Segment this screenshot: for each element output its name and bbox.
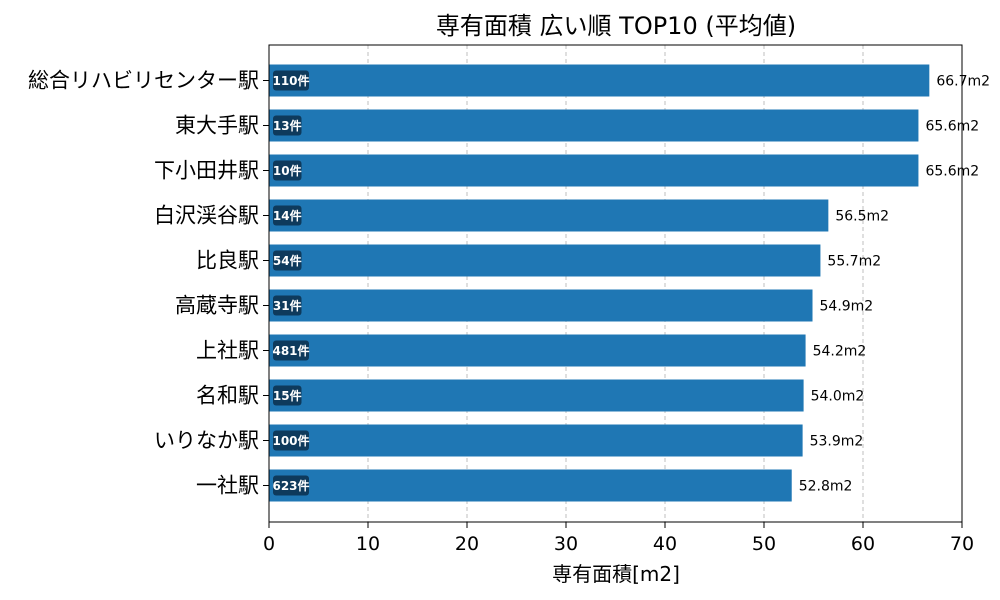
- y-tick-label: いりなか駅: [154, 429, 259, 453]
- count-badge: [273, 340, 309, 361]
- x-axis: 0 10 20 30 40 50 60 70: [263, 522, 974, 555]
- count-label: 31件: [273, 298, 302, 313]
- value-label: 65.6m2: [925, 119, 979, 135]
- x-tick-label: 30: [554, 533, 578, 555]
- count-label: 10件: [273, 163, 302, 178]
- count-label: 15件: [273, 388, 302, 403]
- count-badge: [273, 250, 302, 271]
- y-axis: 総合リハビリセンター駅東大手駅下小田井駅白沢渓谷駅比良駅高蔵寺駅上社駅名和駅いり…: [28, 69, 269, 498]
- y-tick-label: 名和駅: [196, 384, 259, 408]
- count-badge: [273, 115, 302, 136]
- count-label: 14件: [273, 208, 302, 223]
- value-label: 65.6m2: [925, 164, 979, 180]
- bar: [269, 199, 829, 232]
- count-badge: [273, 475, 309, 496]
- bars: 66.7m2 110件 65.6m2 13件 65.6m2 10件 56.5m2 14件 55.…: [269, 64, 990, 502]
- count-badge: [273, 70, 309, 91]
- value-label: 52.8m2: [799, 479, 853, 495]
- count-badge: [273, 295, 302, 316]
- count-label: 623件: [272, 478, 309, 493]
- bar: [269, 289, 813, 322]
- x-tick-label: 70: [950, 533, 974, 555]
- count-label: 13件: [273, 118, 302, 133]
- bar: [269, 109, 919, 142]
- value-label: 66.7m2: [936, 74, 990, 90]
- value-label: 56.5m2: [835, 209, 889, 225]
- bar: [269, 469, 792, 502]
- x-tick-label: 60: [851, 533, 875, 555]
- bar: [269, 379, 804, 412]
- value-label: 54.9m2: [820, 299, 874, 315]
- chart-title: 専有面積 広い順 TOP10 (平均値): [436, 12, 796, 40]
- x-tick-label: 0: [263, 533, 275, 555]
- bar: [269, 244, 821, 277]
- bar: [269, 154, 919, 187]
- count-label: 481件: [272, 343, 309, 358]
- x-tick-label: 20: [455, 533, 479, 555]
- value-label: 54.2m2: [813, 344, 867, 360]
- y-tick-label: 下小田井駅: [154, 159, 259, 183]
- x-tick-label: 10: [356, 533, 380, 555]
- value-label: 54.0m2: [811, 389, 865, 405]
- count-badge: [273, 160, 302, 181]
- y-tick-label: 総合リハビリセンター駅: [28, 69, 259, 93]
- y-tick-label: 一社駅: [196, 474, 259, 498]
- y-tick-label: 上社駅: [196, 339, 259, 363]
- y-tick-label: 白沢渓谷駅: [154, 204, 259, 228]
- plot-frame: [268, 44, 963, 523]
- value-label: 53.9m2: [810, 434, 864, 450]
- x-tick-label: 50: [752, 533, 776, 555]
- bar: [269, 64, 930, 97]
- count-badge: [273, 385, 302, 406]
- bar: [269, 424, 803, 457]
- y-tick-label: 東大手駅: [175, 114, 259, 138]
- count-label: 100件: [272, 433, 309, 448]
- count-badge: [273, 430, 309, 451]
- count-badge: [273, 205, 302, 226]
- y-tick-label: 高蔵寺駅: [175, 294, 259, 318]
- y-tick-label: 比良駅: [196, 249, 259, 273]
- bar: [269, 334, 806, 367]
- count-label: 54件: [273, 253, 302, 268]
- value-label: 55.7m2: [827, 254, 881, 270]
- x-axis-label: 専有面積[m2]: [552, 562, 680, 586]
- count-label: 110件: [272, 73, 309, 88]
- x-tick-label: 40: [653, 533, 677, 555]
